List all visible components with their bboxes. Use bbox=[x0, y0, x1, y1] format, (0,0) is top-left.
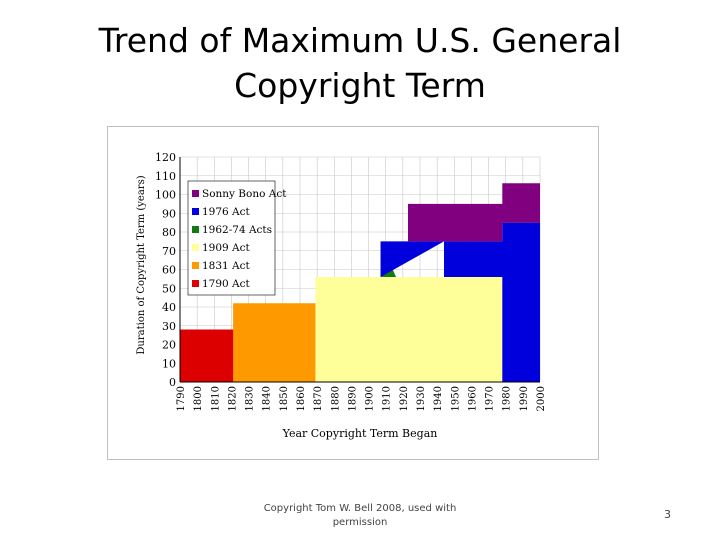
y-tick-label: 0 bbox=[169, 376, 176, 389]
legend-swatch bbox=[192, 280, 199, 287]
legend-swatch bbox=[192, 226, 199, 233]
x-tick-label: 1860 bbox=[296, 386, 307, 411]
legend-label: 1831 Act bbox=[202, 260, 251, 272]
legend-swatch bbox=[192, 262, 199, 269]
legend: Sonny Bono Act 1976 Act 1962-74 Acts 1909 A… bbox=[187, 180, 287, 296]
legend-label: 1790 Act bbox=[202, 278, 251, 290]
copyright-term-chart: 0 10 20 30 40 50 60 70 80 90 100 110 120 1790 1800 1810… bbox=[136, 151, 547, 440]
legend-label: Sonny Bono Act bbox=[202, 188, 287, 200]
y-tick-label: 30 bbox=[162, 320, 176, 333]
legend-swatch bbox=[192, 190, 199, 197]
y-tick-label: 100 bbox=[155, 189, 176, 202]
y-tick-label: 50 bbox=[162, 282, 176, 295]
x-tick-label: 1950 bbox=[450, 386, 461, 411]
x-tick-label: 1990 bbox=[519, 386, 530, 411]
y-tick-label: 10 bbox=[162, 357, 176, 370]
x-tick-label: 1900 bbox=[365, 386, 376, 411]
y-tick-label: 70 bbox=[162, 245, 176, 258]
slide-title-line-1: Trend of Maximum U.S. General bbox=[98, 21, 622, 60]
slide-title-line-2: Copyright Term bbox=[234, 66, 486, 105]
x-tick-label: 1870 bbox=[313, 386, 324, 411]
y-tick-label: 120 bbox=[155, 151, 176, 164]
y-axis-label: Duration of Copyright Term (years) bbox=[136, 175, 147, 354]
axis-layer: 0 10 20 30 40 50 60 70 80 90 100 110 120 1790 1800 1810… bbox=[155, 151, 547, 411]
page-number: 3 bbox=[664, 508, 671, 521]
x-tick-label: 1810 bbox=[210, 386, 221, 411]
legend-label: 1909 Act bbox=[202, 242, 251, 254]
y-tick-label: 80 bbox=[162, 226, 176, 239]
region-1909-act bbox=[315, 277, 503, 382]
x-tick-label: 1930 bbox=[416, 386, 427, 411]
x-tick-label: 1880 bbox=[330, 386, 341, 411]
x-tick-label: 1820 bbox=[227, 386, 238, 411]
x-tick-label: 1910 bbox=[382, 386, 393, 411]
region-layer bbox=[180, 183, 540, 382]
region-sonny-bono-act bbox=[408, 183, 540, 242]
legend-label: 1962-74 Acts bbox=[202, 224, 272, 236]
y-tick-label: 90 bbox=[162, 207, 176, 220]
x-tick-label: 1980 bbox=[502, 386, 513, 411]
y-tick-label: 60 bbox=[162, 264, 176, 277]
x-tick-label: 1960 bbox=[467, 386, 478, 411]
legend-swatch bbox=[192, 244, 199, 251]
chart-frame: 0 10 20 30 40 50 60 70 80 90 100 110 120 1790 1800 1810… bbox=[107, 126, 599, 460]
legend-box bbox=[187, 180, 276, 296]
footer-credit: Copyright Tom W. Bell 2008, used with pe… bbox=[263, 503, 457, 528]
x-tick-label: 1920 bbox=[399, 386, 410, 411]
y-tick-label: 110 bbox=[155, 170, 176, 183]
x-tick-label: 1890 bbox=[347, 386, 358, 411]
x-tick-label: 1940 bbox=[433, 386, 444, 411]
y-tick-label: 40 bbox=[162, 301, 176, 314]
legend-label: 1976 Act bbox=[202, 206, 251, 218]
x-axis-label: Year Copyright Term Began bbox=[282, 427, 438, 440]
x-tick-label: 1970 bbox=[485, 386, 496, 411]
y-tick-label: 20 bbox=[162, 339, 176, 352]
x-tick-label: 2000 bbox=[536, 386, 547, 411]
legend-swatch bbox=[192, 208, 199, 215]
x-tick-label: 1800 bbox=[193, 386, 204, 411]
slide-title: Trend of Maximum U.S. General Copyright … bbox=[60, 18, 660, 108]
x-tick-label: 1850 bbox=[279, 386, 290, 411]
region-1790-act bbox=[180, 329, 251, 382]
x-tick-label: 1790 bbox=[176, 386, 187, 411]
x-tick-label: 1830 bbox=[245, 386, 256, 411]
region-1976-act bbox=[380, 222, 540, 382]
x-tick-label: 1840 bbox=[262, 386, 273, 411]
